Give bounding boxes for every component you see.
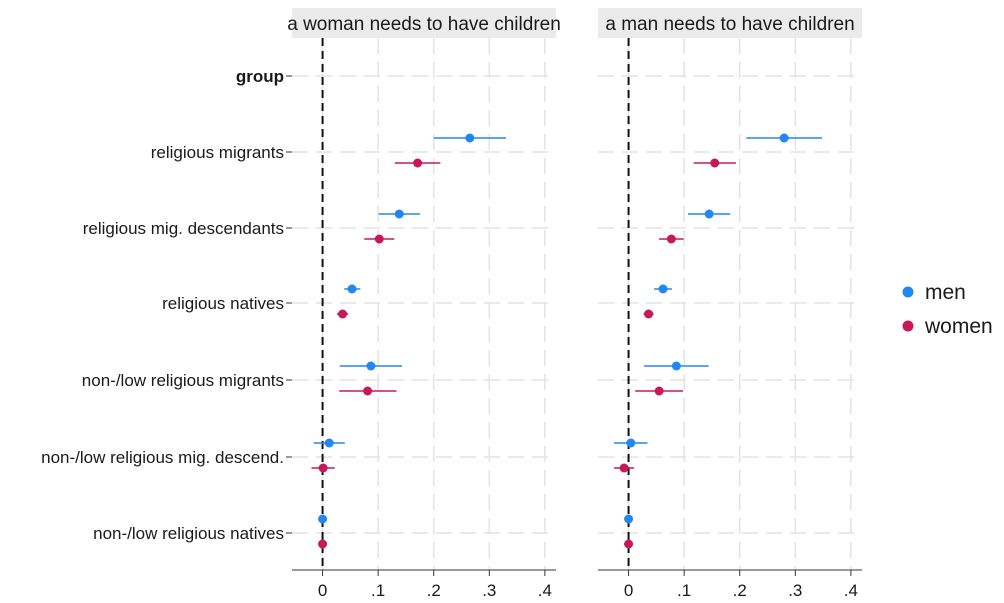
x-tick-label: 0 [624, 581, 633, 600]
x-tick-label: .3 [788, 581, 802, 600]
legend: men women [902, 281, 993, 338]
point-estimate-men [318, 514, 328, 524]
point-estimate-women [363, 386, 373, 396]
panel-title: a man needs to have children [605, 14, 854, 35]
panel-title-strip [292, 8, 556, 38]
point-estimate-women [374, 234, 384, 244]
x-tick-label: 0 [318, 581, 327, 600]
point-estimate-women [624, 539, 634, 549]
point-estimate-men [626, 438, 636, 448]
x-tick-label: .4 [538, 581, 552, 600]
point-estimate-men [366, 361, 376, 371]
x-tick-label: .2 [427, 581, 441, 600]
point-estimate-women [318, 463, 328, 473]
point-estimate-men [394, 209, 404, 219]
panel-1: a woman needs to have children 0 .1 .2 .3 .4 [286, 8, 561, 600]
panel-2: a man needs to have children 0 .1 .2 .3 .4 [598, 8, 862, 600]
legend-label-men: men [925, 281, 966, 304]
point-estimate-men [704, 209, 714, 219]
point-estimate-women [413, 158, 423, 168]
point-estimate-women [644, 309, 654, 319]
point-estimate-women [318, 539, 328, 549]
y-tick-label: religious mig. descendants [83, 219, 284, 238]
point-estimate-men [465, 133, 475, 143]
x-tick-label: .4 [844, 581, 858, 600]
point-estimate-men [324, 438, 334, 448]
y-tick-label: religious migrants [151, 143, 284, 162]
y-tick-label: non-/low religious mig. descend. [41, 448, 284, 467]
panel-title: a woman needs to have children [287, 14, 561, 35]
y-tick-label: non-/low religious natives [93, 524, 284, 543]
x-tick-label: .1 [371, 581, 385, 600]
point-estimate-women [338, 309, 348, 319]
point-estimate-men [624, 514, 634, 524]
y-axis-header: group [236, 67, 284, 86]
y-tick-label: religious natives [162, 294, 284, 313]
y-tick-label: non-/low religious migrants [82, 371, 284, 390]
point-estimate-men [658, 284, 668, 294]
legend-label-women: women [924, 315, 993, 338]
x-tick-label: .3 [482, 581, 496, 600]
point-estimate-men [779, 133, 789, 143]
legend-marker-men [902, 286, 914, 298]
point-estimate-men [347, 284, 357, 294]
point-estimate-men [671, 361, 681, 371]
x-tick-label: .2 [733, 581, 747, 600]
point-estimate-women [666, 234, 676, 244]
point-estimate-women [619, 463, 629, 473]
point-estimate-women [710, 158, 720, 168]
legend-marker-women [902, 320, 914, 332]
point-estimate-women [654, 386, 664, 396]
panel-title-strip [598, 8, 862, 38]
x-tick-label: .1 [677, 581, 691, 600]
